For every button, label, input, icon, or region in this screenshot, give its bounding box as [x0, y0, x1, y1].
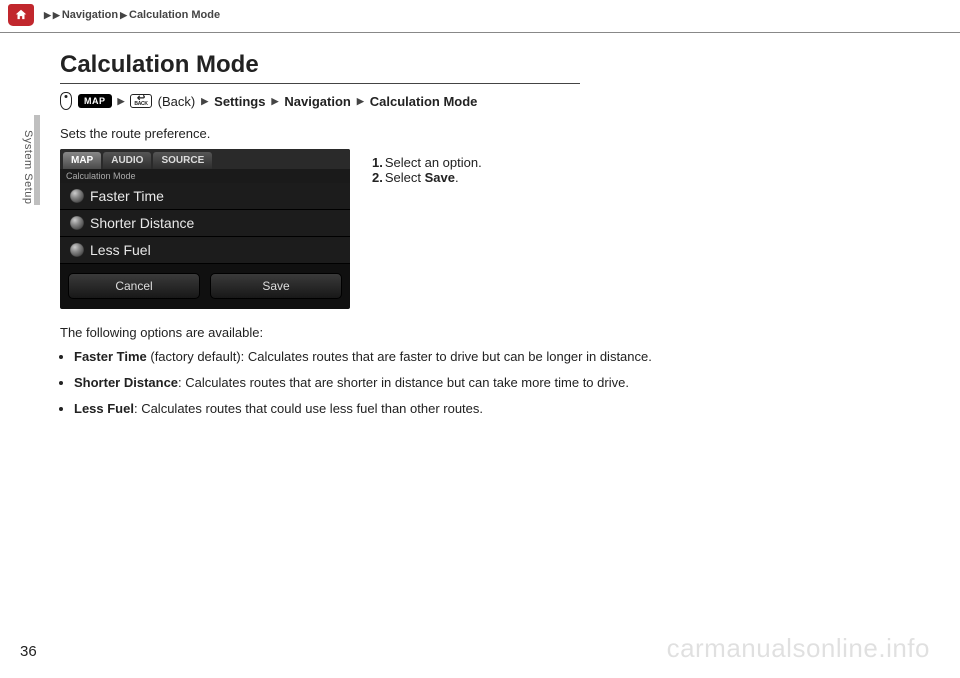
chevron-icon: ▶ — [118, 96, 125, 107]
step-number: 1. — [372, 155, 383, 170]
step-text: . — [455, 170, 459, 185]
followup-lead: The following options are available: — [60, 323, 900, 343]
opt-label: Faster Time — [90, 188, 164, 204]
screenshot-subtitle: Calculation Mode — [60, 169, 350, 183]
page-content: Calculation Mode MAP ▶ ↩BACK (Back) ▶ Se… — [0, 33, 960, 420]
menu-path: MAP ▶ ↩BACK (Back) ▶ Settings ▶ Navigati… — [60, 92, 900, 110]
bullet-term: Shorter Distance — [74, 375, 178, 390]
step-text: Select — [385, 170, 425, 185]
bullet-term: Less Fuel — [74, 401, 134, 416]
radio-icon — [70, 216, 84, 230]
top-bar: ▶▶ Navigation ▶ Calculation Mode — [0, 0, 960, 33]
chevron-icon: ▶ — [357, 96, 364, 107]
step-number: 2. — [372, 170, 383, 185]
screenshot-option: Shorter Distance — [60, 210, 350, 237]
bullet-text: : Calculates routes that are shorter in … — [178, 375, 629, 390]
screenshot-option: Less Fuel — [60, 237, 350, 264]
radio-icon — [70, 243, 84, 257]
path-calcmode: Calculation Mode — [370, 94, 478, 109]
chevron-icon: ▶ — [271, 96, 278, 107]
options-description: The following options are available: Fas… — [60, 323, 900, 420]
info-icon — [60, 92, 72, 110]
screenshot-tab-source: SOURCE — [153, 152, 212, 169]
bullet-item: Shorter Distance: Calculates routes that… — [74, 373, 900, 393]
bullet-item: Faster Time (factory default): Calculate… — [74, 347, 900, 367]
back-label: (Back) — [158, 94, 196, 109]
screenshot-tab-map: MAP — [63, 152, 101, 169]
bullet-text: : Calculates routes that could use less … — [134, 401, 483, 416]
title-rule — [60, 83, 580, 84]
bullet-term: Faster Time — [74, 349, 147, 364]
path-settings: Settings — [214, 94, 265, 109]
bullet-text: (factory default): Calculates routes tha… — [147, 349, 652, 364]
screenshot-save-button: Save — [210, 273, 342, 299]
screenshot-cancel-button: Cancel — [68, 273, 200, 299]
chevron-icon: ▶ — [53, 10, 60, 21]
home-icon — [14, 8, 28, 22]
step-text: Select an option. — [385, 155, 482, 170]
page-number: 36 — [20, 643, 37, 660]
watermark: carmanualsonline.info — [667, 633, 930, 664]
crumb-1: Navigation — [62, 9, 118, 21]
chevron-icon: ▶ — [120, 10, 127, 21]
opt-label: Less Fuel — [90, 242, 151, 258]
step-list: 1.Select an option. 2.Select Save. — [372, 155, 482, 185]
back-button-icon: ↩BACK — [130, 94, 151, 108]
breadcrumb: ▶▶ Navigation ▶ Calculation Mode — [44, 9, 220, 21]
screenshot-tab-audio: AUDIO — [103, 152, 151, 169]
step-bold: Save — [425, 170, 455, 185]
chevron-icon: ▶ — [201, 96, 208, 107]
path-navigation: Navigation — [284, 94, 350, 109]
step-2: 2.Select Save. — [372, 170, 482, 185]
screenshot-option: Faster Time — [60, 183, 350, 210]
step-1: 1.Select an option. — [372, 155, 482, 170]
bullet-item: Less Fuel: Calculates routes that could … — [74, 399, 900, 419]
intro-text: Sets the route preference. — [60, 126, 900, 141]
chevron-icon: ▶ — [44, 10, 51, 21]
ui-screenshot: MAP AUDIO SOURCE Calculation Mode Faster… — [60, 149, 350, 309]
radio-icon — [70, 189, 84, 203]
crumb-2: Calculation Mode — [129, 9, 220, 21]
page-title: Calculation Mode — [60, 51, 900, 79]
map-button-icon: MAP — [78, 94, 112, 108]
opt-label: Shorter Distance — [90, 215, 194, 231]
home-button[interactable] — [8, 4, 34, 26]
